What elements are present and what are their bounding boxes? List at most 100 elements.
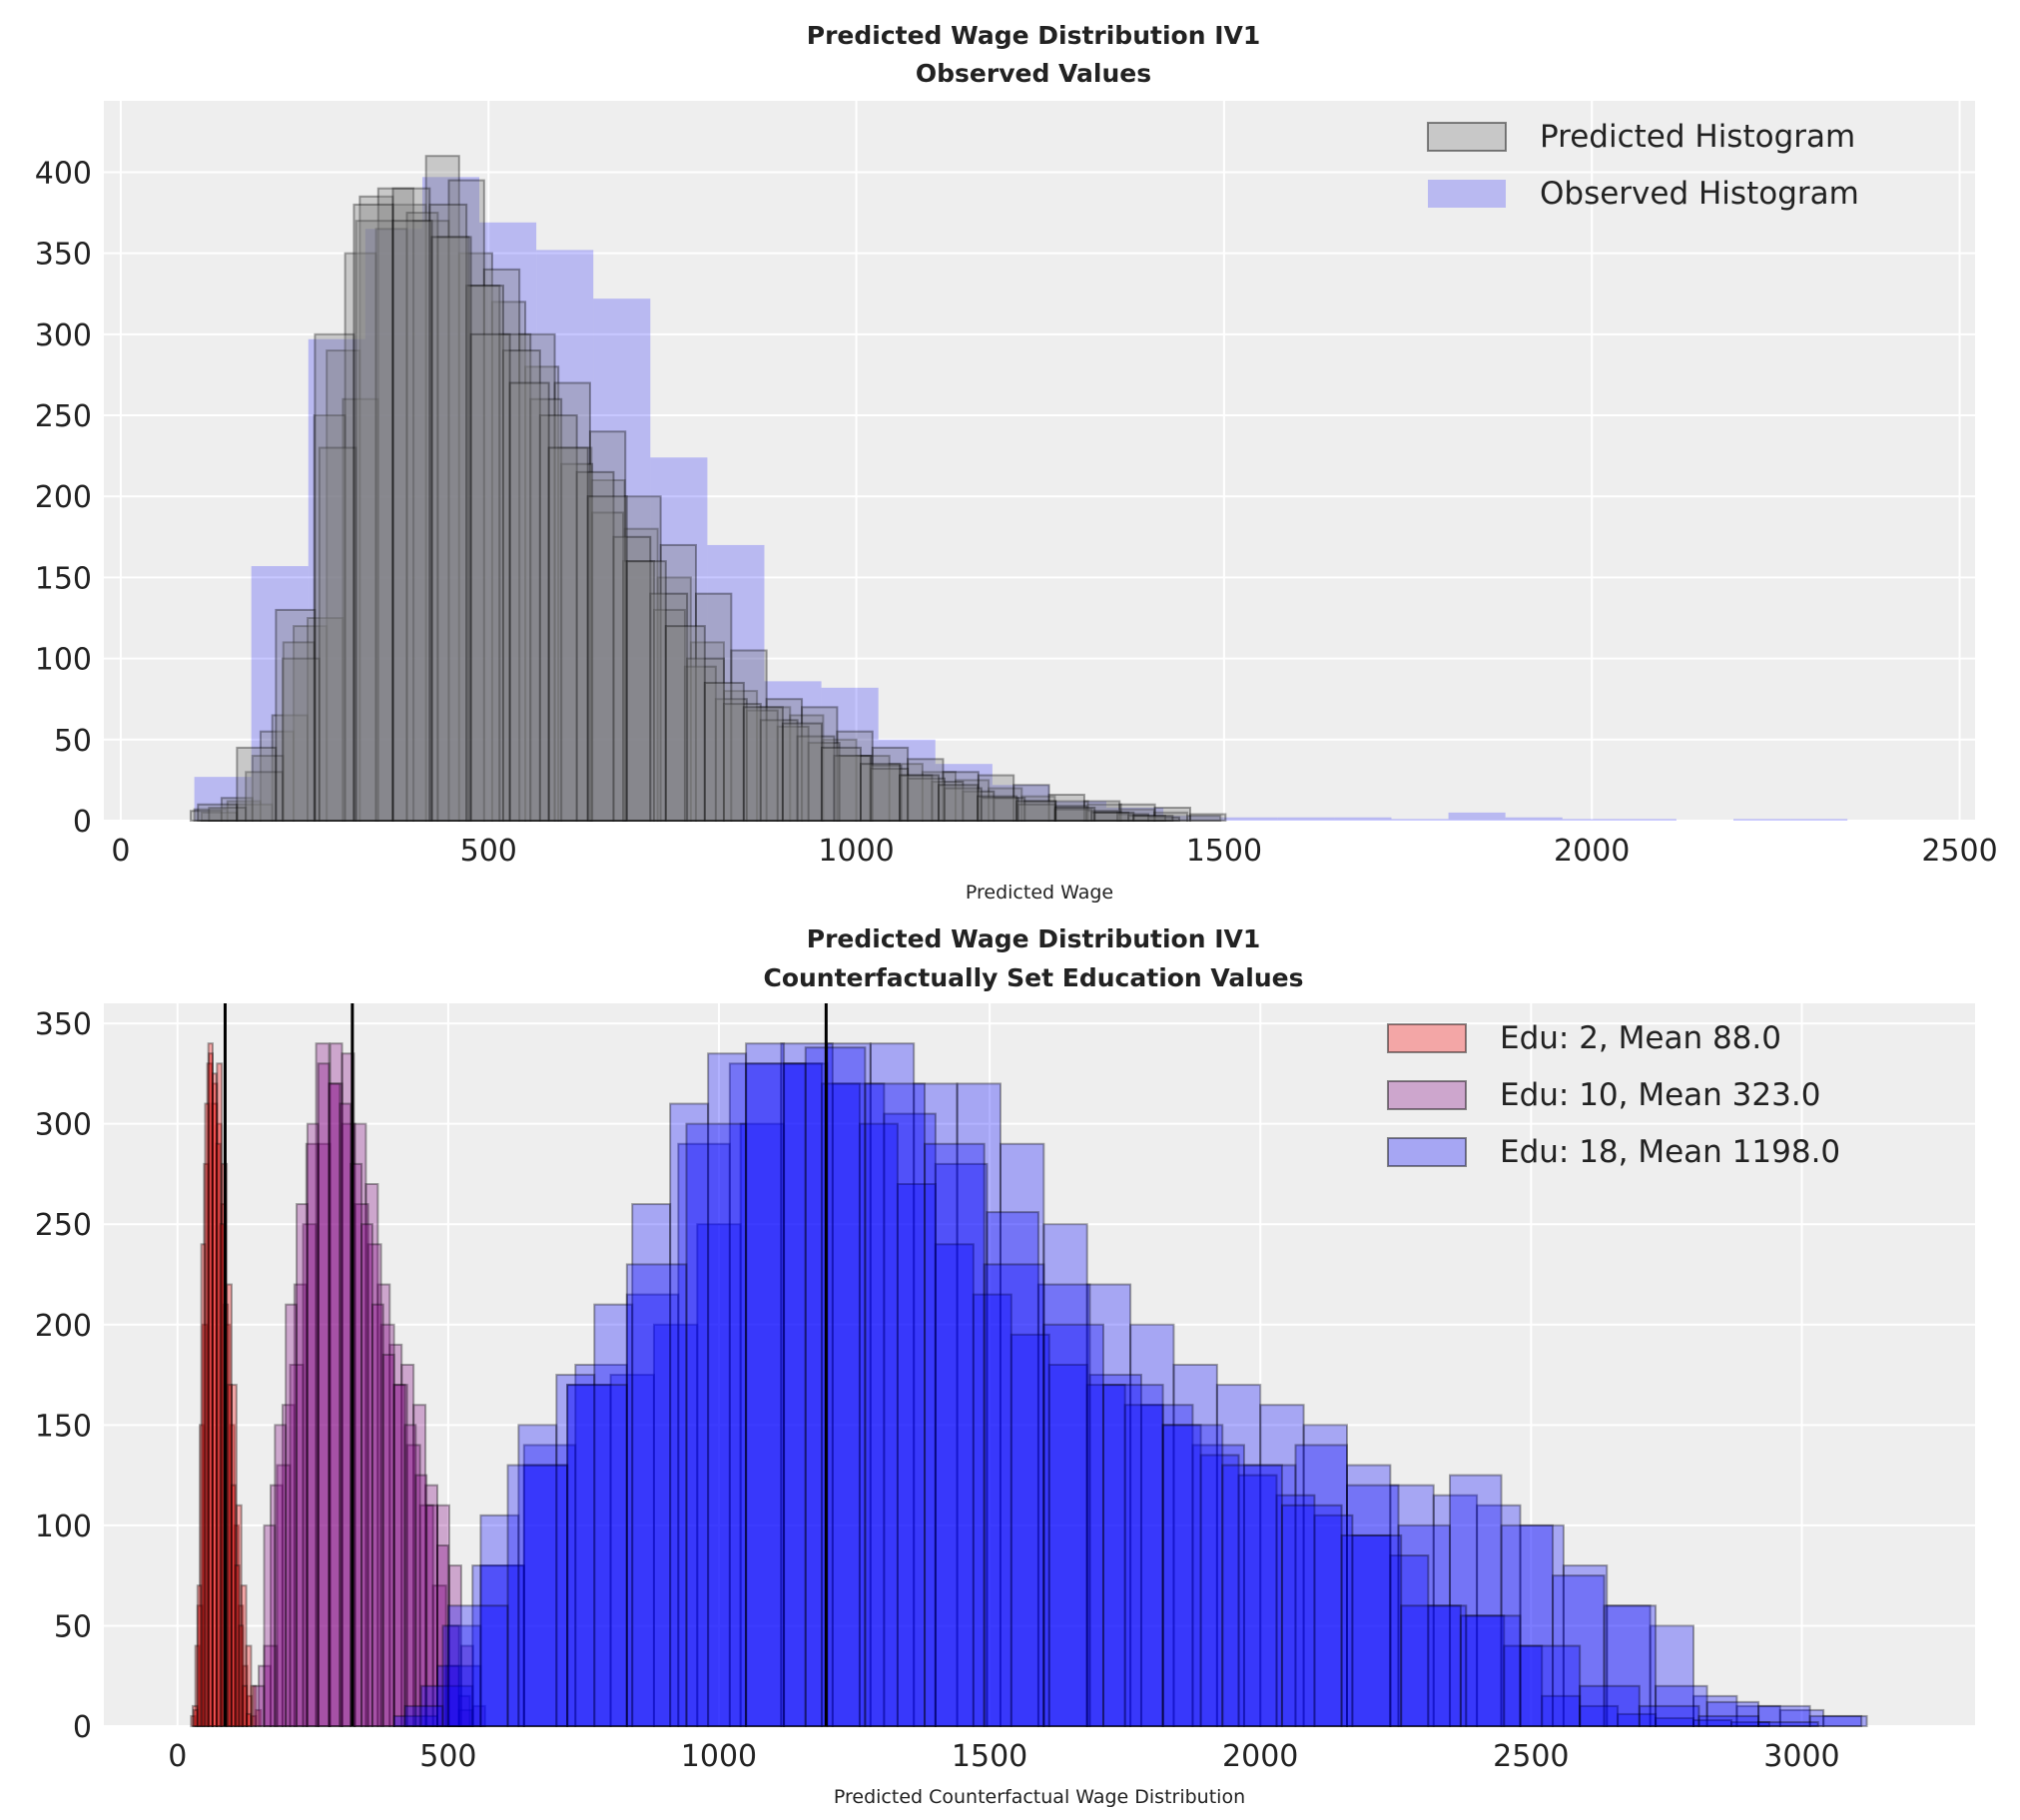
- bottom-x-axis-label: Predicted Counterfactual Wage Distributi…: [834, 1786, 1245, 1808]
- histogram-bar: [341, 397, 379, 822]
- histogram-bar: [1302, 1424, 1348, 1728]
- histogram-bar: [1697, 1714, 1760, 1728]
- histogram-bar: [201, 1323, 209, 1728]
- histogram-bar: [317, 1142, 332, 1728]
- histogram-bar: [1449, 1474, 1503, 1727]
- histogram-bar: [447, 179, 485, 822]
- histogram-bar: [934, 1162, 989, 1727]
- plot-background: [104, 101, 1975, 821]
- histogram-bar: [414, 1474, 428, 1727]
- histogram-bar: [216, 1062, 224, 1728]
- histogram-bar: [419, 1684, 474, 1728]
- histogram-bar: [1432, 1494, 1479, 1727]
- histogram-bar: [780, 1042, 834, 1727]
- histogram-bar: [234, 1564, 241, 1727]
- histogram-bar: [1220, 817, 1278, 821]
- histogram-bar: [289, 1364, 305, 1727]
- histogram-bar: [1242, 1464, 1297, 1727]
- x-tick-label: 2500: [1493, 1739, 1569, 1774]
- histogram-bar: [206, 1062, 214, 1728]
- histogram-bar: [1085, 1283, 1132, 1727]
- histogram-bar: [1280, 1504, 1343, 1728]
- top-x-axis-label: Predicted Wage: [966, 882, 1113, 904]
- histogram-bar: [1808, 1714, 1863, 1728]
- histogram-bar: [216, 1122, 223, 1727]
- histogram-bar: [1129, 1323, 1175, 1728]
- histogram-bar: [274, 1424, 288, 1728]
- histogram-bar: [1161, 1424, 1224, 1728]
- histogram-bar: [236, 746, 278, 822]
- histogram-bar: [211, 1072, 218, 1727]
- histogram-bar: [707, 1052, 748, 1728]
- histogram-bar: [783, 1062, 829, 1728]
- histogram-bar: [574, 1364, 628, 1727]
- histogram-bar: [246, 1712, 252, 1728]
- y-tick-label: 100: [35, 1510, 92, 1544]
- histogram-bar: [1391, 819, 1449, 821]
- histogram-bar: [1733, 819, 1791, 821]
- histogram-bar: [993, 797, 1026, 822]
- histogram-bar: [1448, 812, 1506, 821]
- histogram-bar: [1519, 1644, 1582, 1727]
- histogram-bar: [560, 462, 594, 822]
- histogram-bar: [424, 1484, 439, 1727]
- histogram-bar: [871, 746, 910, 822]
- histogram-bar: [252, 1684, 266, 1728]
- histogram-bar: [1093, 811, 1135, 822]
- histogram-bar: [1389, 1554, 1430, 1727]
- histogram-bar: [977, 795, 1018, 823]
- histogram-bar: [203, 1162, 210, 1727]
- histogram-bar: [878, 739, 936, 821]
- histogram-bar: [428, 203, 468, 823]
- top-chart-title: Predicted Wage Distribution IV1: [807, 21, 1261, 50]
- histogram-bar: [566, 1384, 612, 1727]
- histogram-bar: [677, 1142, 731, 1728]
- histogram-bar: [553, 381, 591, 822]
- histogram-series: [197, 203, 1174, 823]
- histogram-bar: [431, 1584, 447, 1727]
- y-tick-label: 200: [35, 1309, 92, 1344]
- histogram-bar: [349, 1162, 363, 1727]
- histogram-bar: [190, 1714, 197, 1728]
- histogram-bar: [781, 722, 823, 822]
- histogram-bar: [588, 430, 627, 822]
- histogram-bar: [1562, 819, 1620, 821]
- histogram-bar: [1606, 1604, 1652, 1728]
- histogram-bar: [921, 771, 958, 823]
- histogram-bar: [821, 687, 879, 821]
- histogram-bar: [728, 1062, 783, 1728]
- histogram-bar: [226, 800, 262, 822]
- legend-label: Observed Histogram: [1540, 176, 1859, 212]
- histogram-bar: [631, 1203, 672, 1727]
- histogram-bar: [1617, 1712, 1658, 1728]
- histogram-bar: [482, 268, 521, 822]
- histogram-bar: [326, 349, 361, 822]
- histogram-bar: [240, 1584, 248, 1727]
- histogram-bar: [623, 527, 659, 822]
- histogram-bar: [446, 1604, 509, 1728]
- y-tick-label: 200: [35, 480, 92, 515]
- histogram-bar: [229, 1424, 236, 1728]
- histogram-bar: [1053, 808, 1093, 822]
- histogram-bar: [328, 1082, 343, 1727]
- histogram-bar: [250, 1684, 258, 1728]
- histogram-bar: [591, 511, 625, 823]
- histogram-bar: [245, 771, 285, 823]
- histogram-bar: [822, 738, 858, 823]
- x-tick-label: 0: [111, 834, 130, 869]
- histogram-bar: [193, 808, 229, 822]
- histogram-bar: [1552, 1574, 1606, 1727]
- histogram-bar: [689, 641, 725, 823]
- histogram-bar: [1459, 1614, 1522, 1728]
- histogram-bar: [776, 725, 810, 822]
- histogram-bar: [403, 1704, 444, 1728]
- histogram-bar: [624, 495, 662, 822]
- histogram-bar: [370, 1303, 384, 1727]
- histogram-bar: [381, 1353, 395, 1727]
- histogram-bar: [196, 1584, 203, 1727]
- histogram-bar: [1345, 1464, 1392, 1727]
- histogram-bar: [340, 1052, 355, 1728]
- histogram-bar: [467, 285, 501, 822]
- histogram-bar: [1389, 1484, 1435, 1727]
- histogram-bar: [1152, 811, 1189, 822]
